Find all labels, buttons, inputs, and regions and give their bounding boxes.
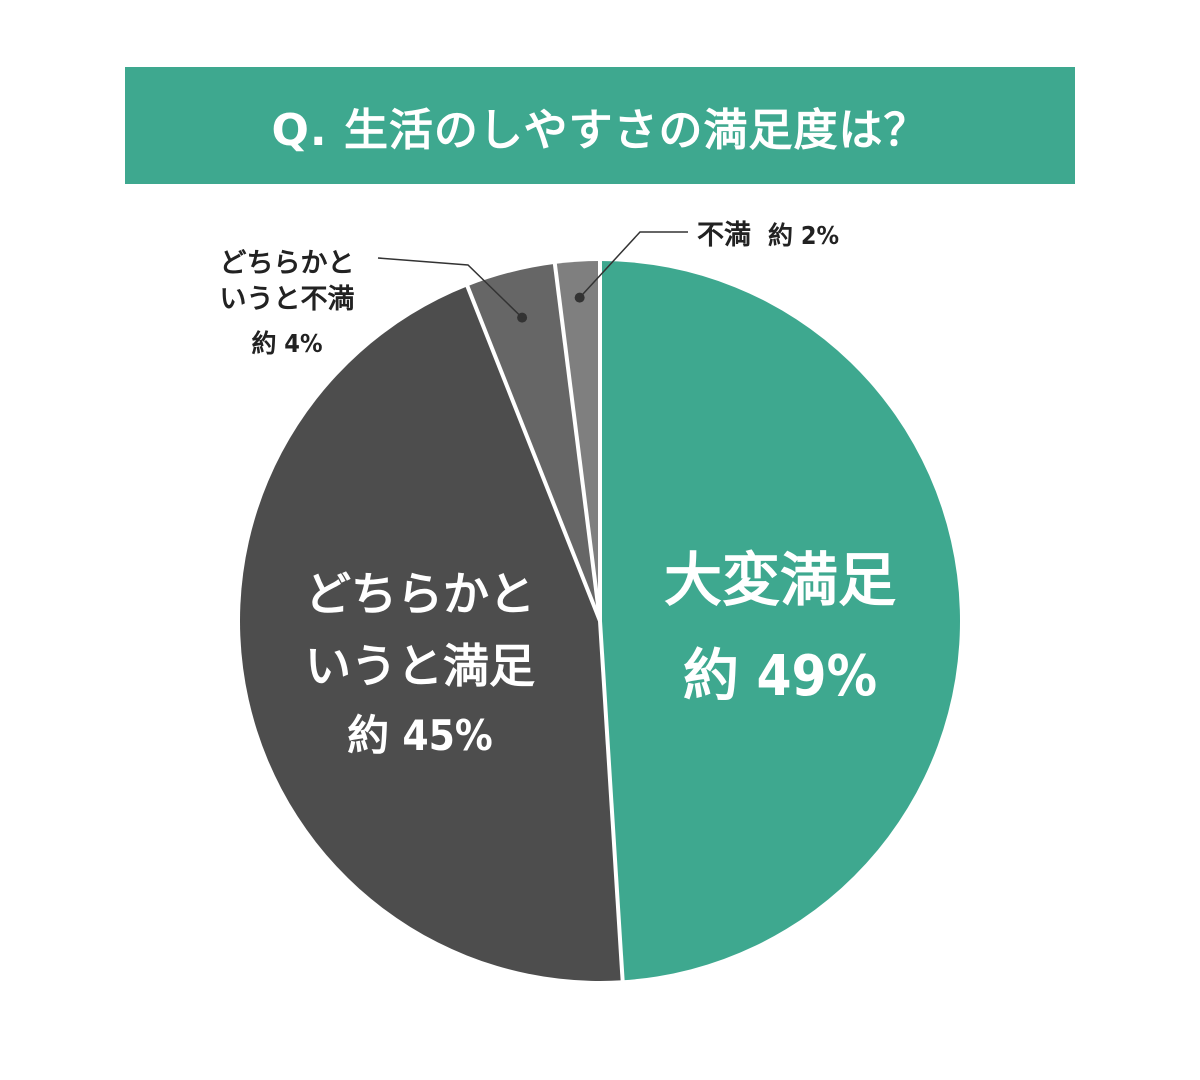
slice-separators [465,260,625,982]
slice-value-somewhat-satisfied: 約 45% [347,711,493,760]
callouts [377,231,688,323]
title-banner: Q. 生活のしやすさの満足度は？ [125,67,1075,184]
slice-label-dissatisfied: 不満 [697,220,751,251]
slice-value-somewhat-dissatisfied: 約 4% [251,329,322,358]
slice-label-very-satisfied: 大変満足 [664,546,896,614]
pie-slice-very-satisfied [600,261,960,981]
slice-label-somewhat-dissatisfied-line2: いうと不満 [220,284,355,315]
pie-slices [239,261,960,981]
slice-separator [552,262,602,622]
slice-label-somewhat-satisfied-line2: いうと満足 [305,639,535,693]
pie-slice-somewhat-dissatisfied [467,263,600,621]
slice-value-very-satisfied: 約 49% [683,644,877,709]
slice-label-somewhat-dissatisfied-line1: どちらかと [220,248,355,279]
callout-line-somewhat-dissatisfied [377,257,523,319]
callout-line-dissatisfied [579,231,688,299]
slice-separator [598,620,625,982]
slice-label-somewhat-satisfied-line1: どちらかと [305,567,535,621]
pie-slice-somewhat-satisfied [239,286,623,981]
slice-separator [465,284,602,622]
slice-value-dissatisfied: 約 2% [768,221,839,250]
chart-title: Q. 生活のしやすさの満足度は？ [271,104,929,156]
